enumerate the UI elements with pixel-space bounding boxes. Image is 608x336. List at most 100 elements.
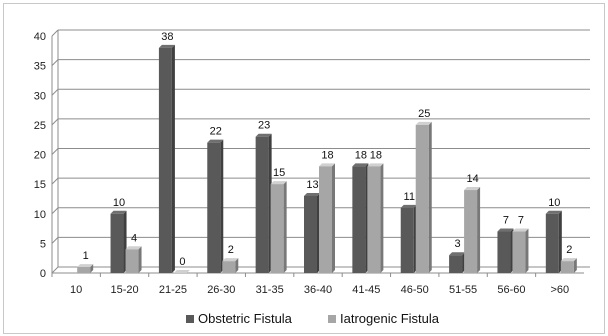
bar (449, 252, 465, 273)
bar-front (546, 214, 559, 273)
legend-swatch (328, 315, 336, 323)
bar (401, 205, 417, 273)
bar (367, 163, 383, 273)
gridline-diagonal (52, 149, 58, 155)
data-label: 18 (321, 149, 333, 161)
bar-front (126, 249, 139, 273)
bar-front (207, 143, 220, 273)
x-tick-label: 26-30 (207, 284, 235, 296)
data-label: 3 (455, 238, 461, 250)
bar-front (561, 261, 574, 273)
data-label: 10 (113, 197, 125, 209)
x-tick-label: 51-55 (449, 284, 477, 296)
bar-front (352, 166, 365, 273)
x-tick-label: 41-45 (352, 284, 380, 296)
bar-front (512, 232, 525, 273)
bar (126, 246, 142, 273)
gridline-diagonal (52, 237, 58, 243)
bar-front (367, 166, 380, 273)
data-label: 2 (228, 244, 234, 256)
bar-front (256, 137, 269, 273)
gridline-diagonal (52, 208, 58, 214)
data-label: 7 (503, 215, 509, 227)
bar-side (172, 45, 175, 273)
data-label: 2 (566, 244, 572, 256)
bar-side (332, 163, 335, 273)
bar-side (429, 122, 432, 273)
y-tick-label: 15 (34, 179, 46, 191)
bar-front (416, 125, 429, 273)
y-tick-label: 0 (40, 268, 46, 280)
bar-side (220, 140, 223, 273)
bar-front (159, 48, 172, 273)
bar-front (77, 267, 90, 273)
y-tick-label: 20 (34, 150, 46, 162)
data-label: 11 (404, 191, 415, 203)
x-tick-label: 15-20 (110, 284, 138, 296)
legend: Obstetric Fistula Iatrogenic Fistula (186, 311, 440, 326)
bar (256, 134, 272, 273)
data-label: 1 (83, 250, 89, 262)
gridline-diagonal (52, 60, 58, 66)
data-label: 38 (161, 31, 173, 43)
data-label: 22 (210, 126, 222, 138)
y-tick-label: 40 (34, 31, 46, 43)
bar (497, 229, 513, 273)
data-label: 18 (370, 149, 382, 161)
x-tick-label: 56-60 (497, 284, 525, 296)
legend-label: Iatrogenic Fistula (340, 311, 440, 326)
bar-side (284, 181, 287, 273)
legend-swatch (186, 315, 194, 323)
data-label: 23 (258, 120, 270, 132)
bar (77, 264, 93, 273)
bar (207, 140, 223, 273)
x-tick-label: >60 (550, 284, 569, 296)
gridline-diagonal (52, 178, 58, 184)
bar-front (222, 261, 235, 273)
bar-front (401, 208, 414, 273)
bar-side (477, 187, 480, 273)
data-label: 10 (548, 197, 560, 209)
x-tick-label: 36-40 (304, 284, 332, 296)
gridline-diagonal (52, 267, 58, 273)
bar-front (271, 184, 284, 273)
bar (512, 229, 528, 273)
y-tick-label: 5 (40, 238, 46, 250)
bar (159, 45, 175, 273)
bar-front (304, 196, 317, 273)
x-tick-label: 21-25 (159, 284, 187, 296)
bar-side (139, 246, 142, 273)
x-tick-label: 46-50 (401, 284, 429, 296)
bar-side (380, 163, 383, 273)
data-label: 0 (179, 256, 185, 268)
data-label: 4 (131, 232, 137, 244)
bar (304, 193, 320, 273)
data-label: 18 (355, 149, 367, 161)
gridline-diagonal (52, 89, 58, 95)
bar (271, 181, 287, 273)
legend-label: Obstetric Fistula (198, 311, 293, 326)
x-tick-label: 31-35 (256, 284, 284, 296)
bar (319, 163, 335, 273)
data-label: 15 (273, 167, 285, 179)
bar (352, 163, 368, 273)
data-label: 14 (466, 173, 478, 185)
y-tick-label: 35 (34, 61, 46, 73)
bar-front (464, 190, 477, 273)
bar (222, 258, 238, 273)
y-tick-label: 10 (34, 209, 46, 221)
y-tick-label: 25 (34, 120, 46, 132)
bar-front (497, 232, 510, 273)
data-label: 7 (518, 215, 524, 227)
bar (464, 187, 480, 273)
bar (561, 258, 577, 273)
bar (546, 211, 562, 273)
bar-side (525, 229, 528, 273)
bar (416, 122, 432, 273)
gridline-diagonal (52, 119, 58, 125)
bar-front (319, 166, 332, 273)
x-tick-label: 10 (70, 284, 82, 296)
data-label: 13 (306, 179, 318, 191)
bar-front (111, 214, 124, 273)
